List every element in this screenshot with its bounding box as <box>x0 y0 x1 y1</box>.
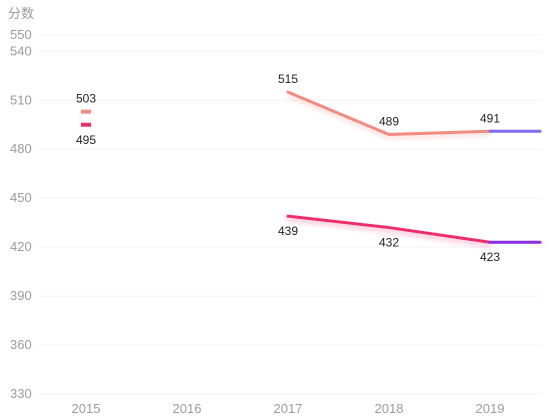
y-axis-label: 分数 <box>8 6 34 21</box>
data-labels-layer: 503 515 489 491 495 439 432 423 <box>76 72 500 264</box>
data-label: 491 <box>480 111 500 125</box>
y-tick-label: 450 <box>10 190 32 205</box>
series-layer <box>81 90 542 244</box>
series-line <box>286 90 492 137</box>
y-tick-label: 540 <box>10 43 32 58</box>
series-2 <box>81 122 542 244</box>
data-label: 432 <box>379 236 399 250</box>
data-label: 495 <box>76 133 96 147</box>
x-tick-label: 2015 <box>72 401 101 416</box>
grid-layer <box>38 34 542 395</box>
x-tick-label: 2018 <box>375 401 404 416</box>
y-tick-label: 480 <box>10 141 32 156</box>
x-tick-label: 2019 <box>476 401 505 416</box>
x-tick-label: 2017 <box>274 401 303 416</box>
y-tick-label: 360 <box>10 337 32 352</box>
y-tick-label: 330 <box>10 386 32 401</box>
data-label: 503 <box>76 92 96 106</box>
y-tick-label: 390 <box>10 288 32 303</box>
data-label: 515 <box>278 72 298 86</box>
x-axis: 2015 2016 2017 2018 2019 <box>72 401 505 416</box>
data-label: 439 <box>278 224 298 238</box>
x-tick-label: 2016 <box>173 401 202 416</box>
y-tick-label: 420 <box>10 239 32 254</box>
series-line <box>286 214 492 244</box>
data-label: 489 <box>379 115 399 129</box>
y-tick-label: 550 <box>10 27 32 42</box>
series-1 <box>81 90 542 137</box>
data-label: 423 <box>480 250 500 264</box>
y-tick-label: 510 <box>10 92 32 107</box>
